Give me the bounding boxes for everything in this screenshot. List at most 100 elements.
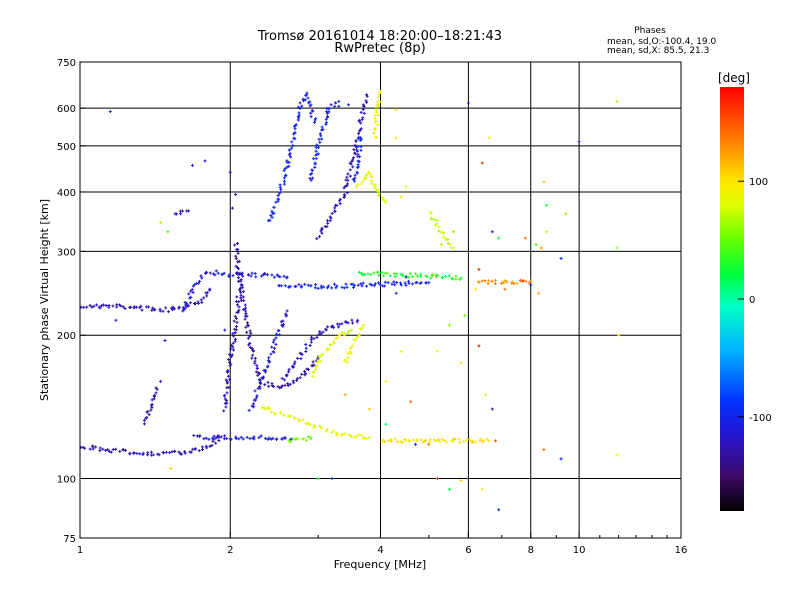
data-point (372, 271, 376, 275)
data-point (359, 110, 363, 114)
data-point (227, 358, 231, 362)
data-point (346, 331, 350, 335)
data-point (300, 284, 304, 288)
data-point (255, 364, 259, 368)
data-point (284, 314, 288, 318)
data-point (296, 437, 300, 441)
data-point (228, 378, 232, 382)
data-point (304, 372, 308, 376)
data-point (285, 373, 289, 377)
data-point (298, 419, 302, 423)
data-point (361, 281, 365, 285)
data-point (474, 440, 478, 444)
data-point (285, 159, 289, 163)
data-point (356, 318, 360, 322)
data-point (355, 149, 359, 153)
data-point (258, 371, 262, 375)
data-point (200, 276, 204, 280)
data-point (346, 103, 350, 107)
data-point (255, 394, 259, 398)
data-point (373, 117, 377, 121)
data-point (372, 284, 376, 288)
data-point (232, 348, 236, 352)
data-point (288, 148, 292, 152)
data-point (422, 440, 426, 444)
data-point (217, 439, 221, 443)
data-point (370, 175, 374, 179)
data-point (211, 436, 215, 440)
data-point (245, 435, 249, 439)
data-point (342, 331, 346, 335)
data-point (306, 96, 310, 100)
data-point (256, 373, 260, 377)
data-point (430, 273, 434, 277)
data-point (237, 259, 241, 263)
data-point (229, 343, 233, 347)
data-point (544, 230, 548, 234)
data-point (282, 182, 286, 186)
data-point (101, 447, 105, 451)
data-point (208, 444, 212, 448)
data-point (497, 508, 501, 512)
data-point (510, 281, 514, 285)
data-point (411, 282, 415, 286)
data-point (249, 331, 253, 335)
data-point (298, 101, 302, 105)
data-point (462, 439, 466, 443)
data-point (326, 325, 330, 329)
data-point (361, 108, 365, 112)
data-point (109, 450, 113, 454)
data-point (389, 437, 393, 441)
data-point (179, 212, 183, 216)
data-point (302, 437, 306, 441)
data-point (235, 320, 239, 324)
data-point (124, 448, 128, 452)
data-point (390, 439, 394, 443)
data-point (357, 118, 361, 122)
data-point (314, 149, 318, 153)
data-point (312, 371, 316, 375)
data-point (355, 335, 359, 339)
data-point (480, 279, 484, 283)
data-point (379, 100, 383, 104)
data-point (240, 286, 244, 290)
data-point (372, 186, 376, 190)
data-point (164, 450, 168, 454)
data-point (293, 127, 297, 131)
data-point (114, 318, 118, 322)
data-point (356, 144, 360, 148)
data-point (253, 356, 257, 360)
data-point (326, 114, 330, 118)
data-point (346, 356, 350, 360)
data-point (152, 393, 156, 397)
data-point (376, 281, 380, 285)
data-point (332, 326, 336, 330)
data-point (243, 303, 247, 307)
data-point (253, 361, 257, 365)
data-point (442, 235, 446, 239)
data-point (305, 367, 309, 371)
data-point (183, 300, 187, 304)
data-point (250, 404, 254, 408)
data-point (236, 260, 240, 264)
data-point (477, 280, 481, 284)
data-point (128, 452, 132, 456)
data-point (512, 282, 516, 286)
data-point (270, 215, 274, 219)
data-point (378, 283, 382, 287)
data-point (343, 358, 347, 362)
data-point (451, 246, 455, 250)
data-point (270, 345, 274, 349)
data-point (225, 380, 229, 384)
data-point (385, 271, 389, 275)
data-point (293, 360, 297, 364)
data-point (377, 191, 381, 195)
data-point (355, 435, 359, 439)
data-point (283, 167, 287, 171)
data-point (196, 302, 200, 306)
data-point (361, 179, 365, 183)
data-point (447, 274, 451, 278)
data-point (189, 295, 193, 299)
data-point (303, 282, 307, 286)
data-point (359, 121, 363, 125)
